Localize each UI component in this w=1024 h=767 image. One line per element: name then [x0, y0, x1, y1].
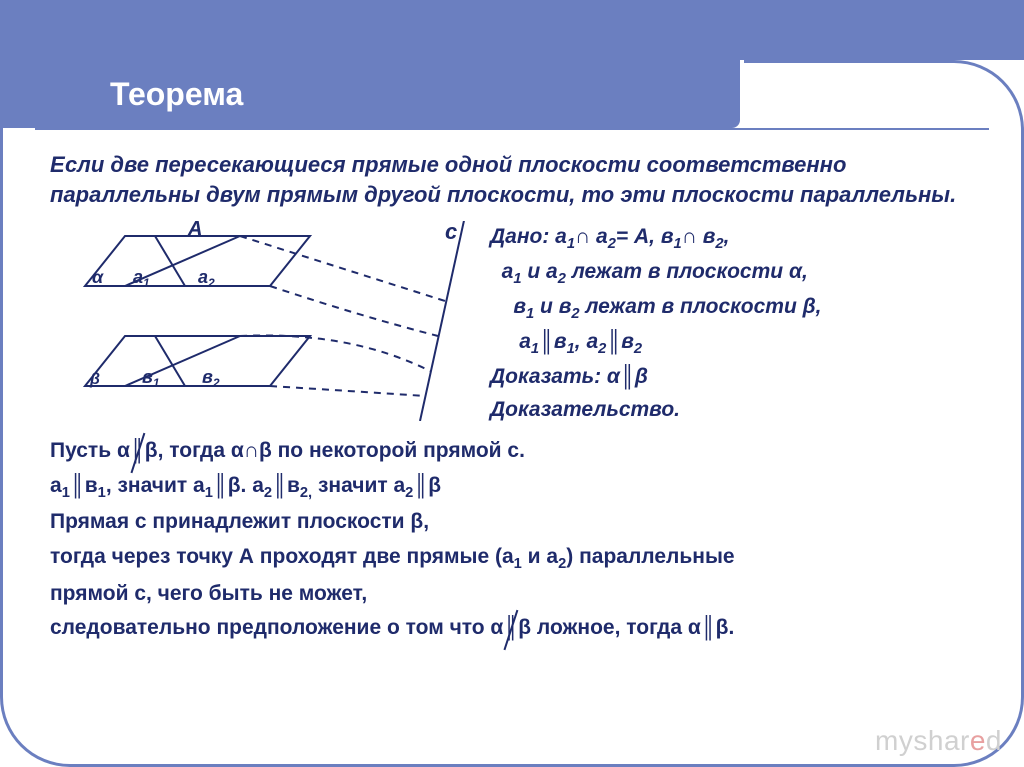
not-parallel-icon: ║ — [130, 434, 145, 469]
t: 1 — [567, 237, 575, 253]
t: значит а — [312, 474, 405, 497]
proof-line-6: следовательно предположение о том что α║… — [50, 611, 980, 646]
proof-line-3: Прямая с принадлежит плоскости β, — [50, 505, 980, 540]
t: лежат в плоскости α, — [566, 260, 808, 283]
t: лежат в плоскости β, — [580, 295, 822, 318]
svg-text:A: A — [187, 221, 202, 240]
title-band: Теорема — [0, 60, 740, 128]
t: и а — [522, 260, 558, 283]
content-area: Если две пересекающиеся прямые одной пло… — [50, 150, 980, 646]
t: 2 — [571, 307, 579, 323]
t: Дано: а — [490, 225, 567, 248]
t: 2 — [608, 237, 616, 253]
t: 2 — [715, 237, 723, 253]
t: ║β — [413, 474, 441, 497]
t: 1 — [514, 556, 522, 572]
t: 1 — [513, 272, 521, 288]
t: ║в — [606, 330, 634, 353]
t: 1 — [98, 485, 106, 501]
given-block: Дано: а1∩ а2= A, в1∩ в2, а1 и а2 лежат в… — [490, 221, 821, 426]
t: ∩ в — [682, 225, 716, 248]
t: ║в — [539, 330, 567, 353]
t: , а — [575, 330, 598, 353]
header-band — [0, 0, 1024, 60]
frame-top-right — [744, 60, 1024, 150]
svg-text:а1: а1 — [133, 267, 150, 290]
t: следовательно предположение о том что α — [50, 616, 503, 639]
frame-bottom-left — [0, 677, 940, 767]
proof-line-4: тогда через точку А проходят две прямые … — [50, 540, 980, 576]
given-line-6: Доказательство. — [490, 394, 821, 427]
t: ) параллельные — [566, 545, 734, 568]
given-line-1: Дано: а1∩ а2= A, в1∩ в2, — [490, 221, 821, 256]
watermark: myshared — [875, 725, 1002, 757]
t: и а — [522, 545, 558, 568]
proof-block: Пусть α║β, тогда α∩β по некоторой прямой… — [50, 434, 980, 645]
t: = A, в — [616, 225, 674, 248]
wm-text: d — [986, 725, 1002, 756]
t: а — [502, 260, 514, 283]
proof-line-2: а1║в1, значит а1║β. а2║в2, значит а2║β — [50, 469, 980, 505]
wm-text: myshar — [875, 725, 970, 756]
t: 1 — [205, 485, 213, 501]
t: β, тогда α∩β по некоторой прямой с. — [145, 439, 525, 462]
t: Пусть α — [50, 439, 130, 462]
t: тогда через точку А проходят две прямые … — [50, 545, 514, 568]
slide: Теорема Если две пересекающиеся прямые о… — [0, 0, 1024, 767]
t: , значит а — [106, 474, 205, 497]
t: β ложное, тогда α║β. — [518, 616, 734, 639]
theorem-statement: Если две пересекающиеся прямые одной пло… — [50, 150, 980, 209]
proof-line-5: прямой с, чего быть не может, — [50, 577, 980, 612]
svg-text:в1: в1 — [142, 367, 160, 390]
t: , — [724, 225, 730, 248]
svg-text:α: α — [92, 267, 104, 287]
svg-text:в2: в2 — [202, 367, 220, 390]
slide-title: Теорема — [110, 76, 243, 113]
given-line-3: в1 и в2 лежат в плоскости β, — [490, 291, 821, 326]
t: ║в — [272, 474, 300, 497]
t: 2 — [300, 485, 308, 501]
svg-text:а2: а2 — [198, 267, 215, 290]
t: ║в — [70, 474, 98, 497]
t: 1 — [567, 341, 575, 357]
t: в — [513, 295, 526, 318]
t: 2 — [558, 272, 566, 288]
mid-row: A α а1 а2 β в1 в2 с Дано: а1∩ а2= A, в1∩… — [50, 221, 980, 426]
t: 2 — [264, 485, 272, 501]
t: 1 — [674, 237, 682, 253]
t: 1 — [62, 485, 70, 501]
svg-text:β: β — [89, 371, 100, 388]
svg-text:с: с — [445, 221, 457, 244]
wm-text: e — [970, 725, 986, 756]
given-line-2: а1 и а2 лежат в плоскости α, — [490, 256, 821, 291]
t: 2 — [634, 341, 642, 357]
t: а — [519, 330, 531, 353]
t: ║β. а — [213, 474, 264, 497]
frame-left — [0, 128, 3, 687]
t: 1 — [531, 341, 539, 357]
t: ∩ а — [575, 225, 608, 248]
divider — [35, 128, 989, 130]
not-parallel-icon: ║ — [503, 611, 518, 646]
proof-line-1: Пусть α║β, тогда α∩β по некоторой прямой… — [50, 434, 980, 469]
given-line-5: Доказать: α║β — [490, 361, 821, 394]
t: а — [50, 474, 62, 497]
given-line-4: а1║в1, а2║в2 — [490, 326, 821, 361]
t: 1 — [526, 307, 534, 323]
geometry-diagram: A α а1 а2 β в1 в2 с — [50, 221, 490, 421]
t: и в — [534, 295, 571, 318]
